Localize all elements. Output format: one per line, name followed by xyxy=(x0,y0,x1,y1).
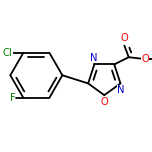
Text: N: N xyxy=(117,85,125,95)
Text: O: O xyxy=(121,33,128,43)
Text: O: O xyxy=(100,97,108,107)
Text: N: N xyxy=(90,53,98,63)
Text: Cl: Cl xyxy=(3,48,12,58)
Text: F: F xyxy=(10,93,15,103)
Text: O: O xyxy=(141,54,149,64)
